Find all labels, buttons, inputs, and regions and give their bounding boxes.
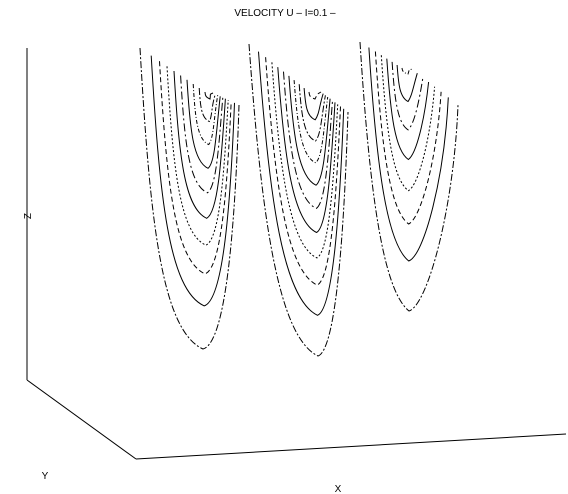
slice-2-contour-8 xyxy=(293,80,329,164)
slice-3-contour-7 xyxy=(396,64,418,103)
slice-3-contour-8 xyxy=(401,67,413,75)
y-axis-line xyxy=(26,379,137,460)
slice-2-contour-1 xyxy=(248,43,349,357)
slice-2-contour-11 xyxy=(308,91,322,100)
y-axis-label: Y xyxy=(42,471,49,482)
slice-2-contour-4 xyxy=(271,62,339,259)
slice-1-contour-7 xyxy=(186,79,221,169)
slice-3-contour-1 xyxy=(359,41,459,312)
slice-2-contour-3 xyxy=(265,57,341,286)
slice-2-contour-9 xyxy=(298,84,326,142)
z-axis-label: Z xyxy=(23,213,34,219)
slice-2-contour-6 xyxy=(283,71,333,209)
slice-1-contour-6 xyxy=(180,75,224,194)
slice-3-contour-4 xyxy=(380,55,436,192)
slice-2-contour-5 xyxy=(277,67,336,234)
chart-title: VELOCITY U – I=0.1 – xyxy=(234,8,336,19)
x-axis-line xyxy=(135,433,567,460)
slice-2-contour-7 xyxy=(288,75,331,186)
slice-3-contour-2 xyxy=(368,47,449,262)
slice-3-contour-6 xyxy=(391,61,424,131)
slice-1-contour-4 xyxy=(166,66,229,246)
axes-frame xyxy=(26,48,567,460)
x-axis-label: X xyxy=(335,484,342,494)
slice-2-contour-10 xyxy=(303,88,324,121)
slice-1-contour-9 xyxy=(198,87,216,123)
slice-1-contour-10 xyxy=(204,91,214,100)
slice-2-contour-2 xyxy=(258,51,345,316)
slice-1-contour-8 xyxy=(192,83,219,146)
slice-3-contour-5 xyxy=(386,58,430,161)
slice-1-contour-5 xyxy=(173,70,226,219)
slice-3-contour-3 xyxy=(374,51,442,225)
contour-curves xyxy=(139,41,459,357)
slice-1-contour-2 xyxy=(150,55,235,307)
slice-1-contour-1 xyxy=(139,47,240,350)
